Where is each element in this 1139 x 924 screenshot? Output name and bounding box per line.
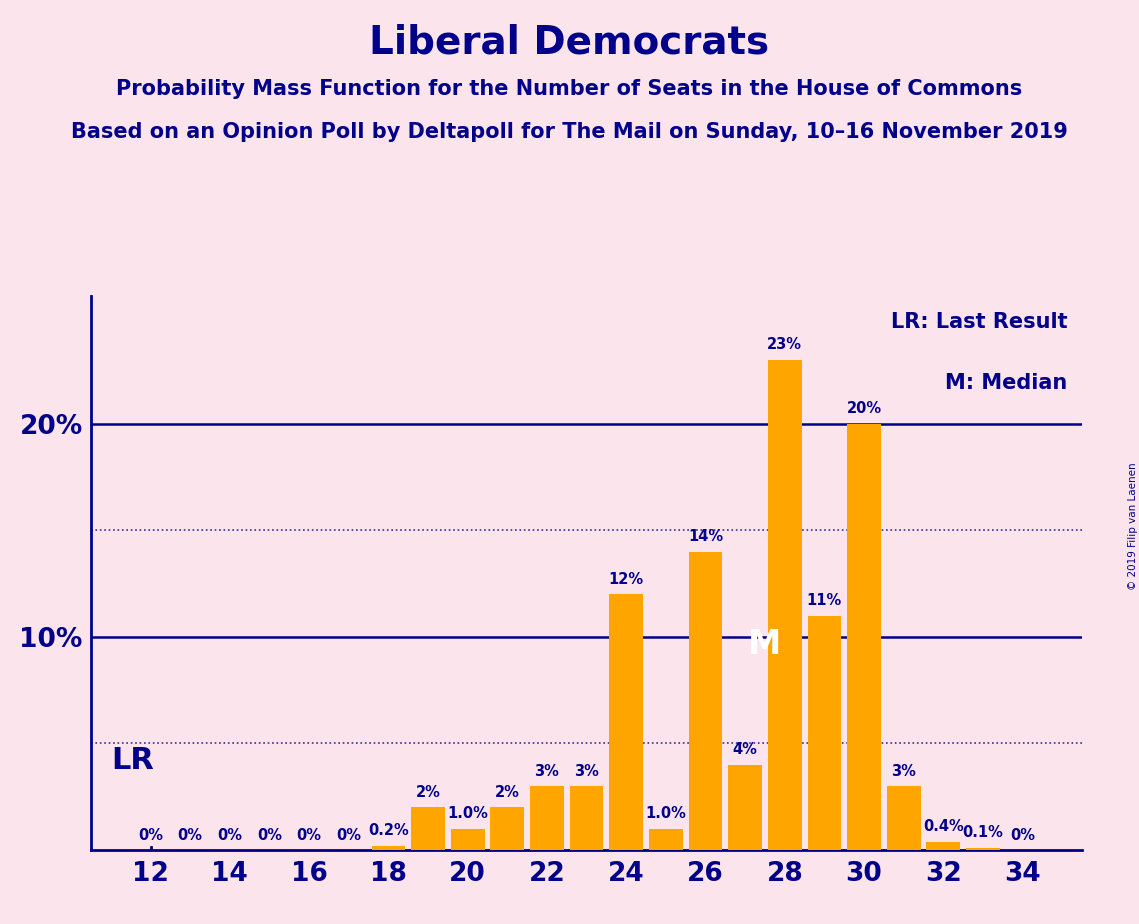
Text: 0%: 0% — [138, 828, 163, 843]
Bar — [808, 615, 842, 850]
Text: 20%: 20% — [846, 401, 882, 416]
Text: 3%: 3% — [534, 763, 559, 779]
Bar — [728, 765, 762, 850]
Text: 0.1%: 0.1% — [962, 825, 1003, 841]
Text: Probability Mass Function for the Number of Seats in the House of Commons: Probability Mass Function for the Number… — [116, 79, 1023, 99]
Bar — [926, 842, 960, 850]
Bar — [966, 848, 1000, 850]
Text: 0.4%: 0.4% — [923, 819, 964, 834]
Text: 2%: 2% — [416, 785, 441, 800]
Text: LR: Last Result: LR: Last Result — [891, 312, 1067, 333]
Text: LR: LR — [110, 747, 154, 775]
Bar — [570, 786, 604, 850]
Bar — [451, 829, 484, 850]
Text: 14%: 14% — [688, 529, 723, 544]
Text: 3%: 3% — [891, 763, 916, 779]
Text: 0%: 0% — [1010, 828, 1035, 843]
Text: 12%: 12% — [608, 572, 644, 587]
Text: 0%: 0% — [218, 828, 243, 843]
Text: 0.2%: 0.2% — [368, 823, 409, 838]
Text: 1.0%: 1.0% — [448, 807, 489, 821]
Text: 0%: 0% — [257, 828, 282, 843]
Text: Based on an Opinion Poll by Deltapoll for The Mail on Sunday, 10–16 November 201: Based on an Opinion Poll by Deltapoll fo… — [71, 122, 1068, 142]
Bar — [609, 594, 644, 850]
Text: 3%: 3% — [574, 763, 599, 779]
Bar — [689, 552, 722, 850]
Text: 4%: 4% — [732, 742, 757, 758]
Bar — [847, 423, 880, 850]
Text: © 2019 Filip van Laenen: © 2019 Filip van Laenen — [1129, 462, 1138, 590]
Text: Liberal Democrats: Liberal Democrats — [369, 23, 770, 61]
Bar — [530, 786, 564, 850]
Bar — [887, 786, 920, 850]
Text: 0%: 0% — [336, 828, 361, 843]
Bar — [371, 845, 405, 850]
Text: M: M — [747, 627, 781, 661]
Text: 2%: 2% — [494, 785, 519, 800]
Text: 0%: 0% — [178, 828, 203, 843]
Bar — [768, 359, 802, 850]
Bar — [649, 829, 682, 850]
Text: 23%: 23% — [768, 337, 802, 352]
Text: 11%: 11% — [806, 593, 842, 608]
Bar — [411, 808, 445, 850]
Text: 1.0%: 1.0% — [646, 807, 687, 821]
Text: 0%: 0% — [296, 828, 321, 843]
Text: M: Median: M: Median — [945, 373, 1067, 394]
Bar — [491, 808, 524, 850]
